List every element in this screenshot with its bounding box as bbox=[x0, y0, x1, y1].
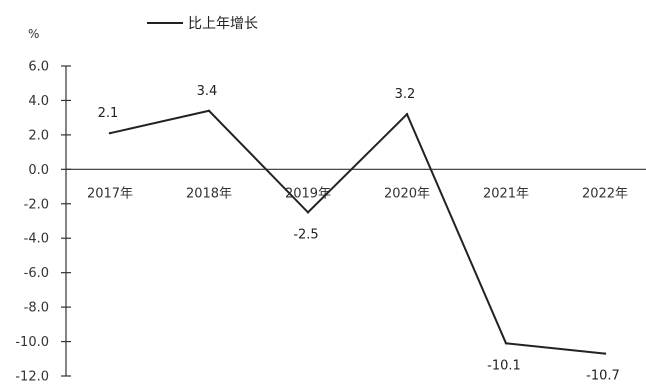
series-line bbox=[109, 109, 606, 355]
y-tick-label: 2.0 bbox=[28, 128, 49, 143]
y-tick-label: 6.0 bbox=[28, 60, 49, 75]
data-point bbox=[603, 352, 607, 355]
y-axis: 6.0 4.0 2.0 0.0 -2.0 -4.0 -6.0 -8.0 -10.0 -12.0 bbox=[15, 60, 71, 384]
x-axis: 2017年 2018年 2019年 2020年 2021年 2022年 bbox=[66, 168, 646, 201]
x-category-label: 2020年 bbox=[384, 186, 430, 201]
x-category-label: 2017年 bbox=[87, 186, 133, 201]
x-category-label: 2022年 bbox=[582, 186, 628, 201]
y-tick-label: -10.0 bbox=[15, 335, 49, 350]
y-tick-label: -2.0 bbox=[24, 197, 49, 212]
y-tick-label: -6.0 bbox=[24, 266, 49, 281]
data-label: 3.4 bbox=[197, 84, 218, 99]
data-label: 2.1 bbox=[98, 106, 119, 121]
data-point bbox=[306, 211, 310, 214]
series-group bbox=[108, 109, 607, 355]
data-point bbox=[108, 131, 112, 135]
data-label: 3.2 bbox=[395, 87, 416, 102]
y-tick-label: -8.0 bbox=[24, 301, 49, 316]
data-labels: 2.1 3.4 -2.5 3.2 -10.1 -10.7 bbox=[98, 84, 620, 384]
y-tick-label: 4.0 bbox=[28, 94, 49, 109]
data-point bbox=[504, 342, 508, 345]
data-point bbox=[207, 109, 211, 112]
y-tick-label: -12.0 bbox=[15, 370, 49, 384]
data-label: -10.1 bbox=[487, 358, 521, 373]
legend-label: 比上年增长 bbox=[188, 16, 258, 32]
x-category-label: 2019年 bbox=[285, 186, 331, 201]
x-category-label: 2018年 bbox=[186, 186, 232, 201]
legend: 比上年增长 bbox=[147, 16, 258, 32]
y-axis-unit-label: % bbox=[28, 27, 39, 41]
y-tick-label: -4.0 bbox=[24, 232, 49, 247]
data-label: -10.7 bbox=[586, 369, 620, 384]
data-label: -2.5 bbox=[293, 227, 318, 242]
x-category-label: 2021年 bbox=[483, 186, 529, 201]
y-tick-label: 0.0 bbox=[28, 163, 49, 178]
data-point bbox=[405, 113, 409, 116]
